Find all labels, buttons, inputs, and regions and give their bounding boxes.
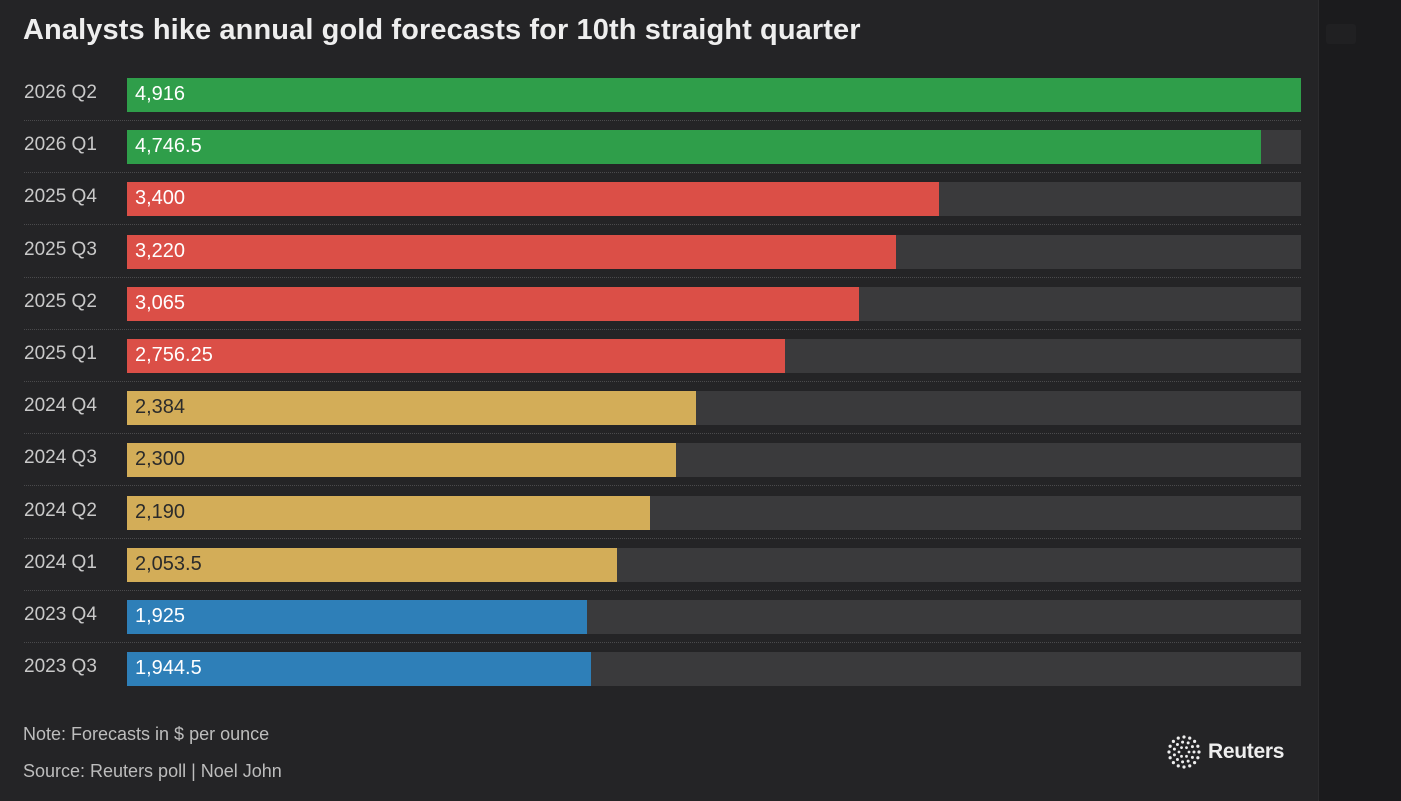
bar-value-label: 2,300 bbox=[135, 448, 186, 471]
category-label: 2024 Q4 bbox=[24, 395, 97, 417]
bar bbox=[127, 391, 696, 426]
chart-note: Note: Forecasts in $ per ounce bbox=[23, 724, 270, 744]
chart-source: Source: Reuters poll | Noel John bbox=[23, 761, 282, 781]
bar-track bbox=[127, 130, 1301, 165]
bar-value-label: 4,916 bbox=[135, 83, 186, 105]
category-label: 2025 Q3 bbox=[24, 238, 97, 260]
bar bbox=[127, 495, 650, 530]
bar bbox=[127, 130, 1261, 165]
row-separator bbox=[24, 433, 1301, 435]
bar-track bbox=[127, 652, 1301, 687]
bar bbox=[127, 652, 591, 687]
reuters-logo: Reuters bbox=[1166, 734, 1284, 770]
bar-value-label: 3,400 bbox=[135, 187, 186, 210]
bar bbox=[127, 182, 939, 217]
bar-value-label: 2,384 bbox=[135, 396, 186, 419]
bar-value-label: 3,220 bbox=[135, 239, 186, 262]
row-separator bbox=[24, 172, 1301, 174]
category-label: 2025 Q4 bbox=[24, 186, 97, 208]
category-label: 2023 Q3 bbox=[24, 656, 97, 678]
bar-value-label: 1,925 bbox=[135, 605, 186, 627]
reuters-logo-text: Reuters bbox=[1208, 740, 1285, 763]
bar bbox=[127, 78, 1301, 112]
bar-track bbox=[127, 286, 1301, 321]
bar-track bbox=[127, 547, 1301, 582]
chart-title: Analysts hike annual gold forecasts for … bbox=[23, 14, 861, 46]
bar-track bbox=[127, 495, 1301, 530]
bar-track bbox=[127, 78, 1301, 112]
category-label: 2026 Q2 bbox=[24, 82, 97, 103]
bar bbox=[127, 286, 859, 321]
row-separator bbox=[24, 120, 1301, 121]
row-separator bbox=[24, 589, 1301, 591]
bar-value-label: 4,746.5 bbox=[135, 135, 202, 158]
bar bbox=[127, 600, 587, 634]
bar-track bbox=[127, 182, 1301, 217]
bar-value-label: 1,944.5 bbox=[135, 657, 202, 680]
bar bbox=[127, 339, 785, 373]
bar bbox=[127, 547, 617, 582]
bar-value-label: 2,053.5 bbox=[135, 552, 202, 575]
bar-track bbox=[127, 339, 1301, 373]
bar-value-label: 2,190 bbox=[135, 500, 186, 523]
row-separator bbox=[24, 328, 1301, 330]
bar bbox=[127, 234, 896, 269]
row-separator bbox=[24, 224, 1301, 226]
bar-value-label: 3,065 bbox=[135, 291, 186, 314]
category-label: 2025 Q1 bbox=[24, 343, 97, 364]
bar-track bbox=[127, 443, 1301, 478]
row-separator bbox=[24, 276, 1301, 278]
bar-track bbox=[127, 391, 1301, 426]
row-separator bbox=[24, 381, 1301, 382]
category-label: 2024 Q1 bbox=[24, 551, 97, 573]
reuters-dots-icon bbox=[1167, 735, 1201, 769]
bar bbox=[127, 443, 676, 478]
category-label: 2024 Q2 bbox=[24, 499, 97, 521]
category-label: 2025 Q2 bbox=[24, 290, 97, 312]
bar-track bbox=[127, 600, 1301, 634]
category-label: 2024 Q3 bbox=[24, 447, 97, 469]
category-label: 2023 Q4 bbox=[24, 604, 97, 625]
bar-value-label: 2,756.25 bbox=[135, 344, 213, 366]
row-separator bbox=[24, 642, 1301, 643]
row-separator bbox=[24, 537, 1301, 539]
category-label: 2026 Q1 bbox=[24, 134, 97, 156]
background-window-edge bbox=[1326, 24, 1356, 44]
row-separator bbox=[24, 485, 1301, 487]
chart-panel: Analysts hike annual gold forecasts for … bbox=[23, 14, 1301, 781]
bar-track bbox=[127, 234, 1301, 269]
